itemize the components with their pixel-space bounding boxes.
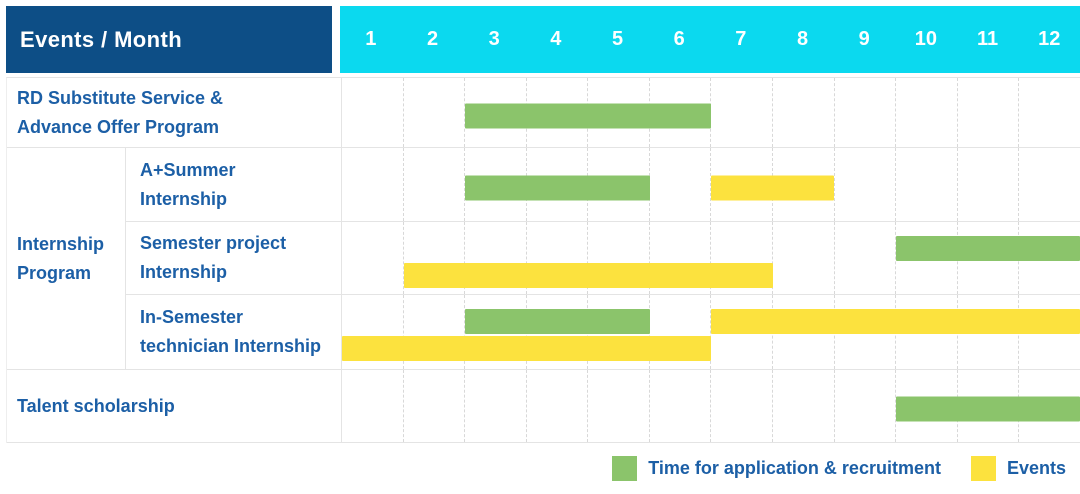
legend-item-event: Events: [970, 455, 1066, 481]
table-row: Talent scholarship: [7, 370, 1080, 443]
row-label-text: Semester project Internship: [140, 233, 287, 282]
group-label-text: Internship Program: [17, 233, 105, 283]
month-header-7: 7: [735, 28, 747, 50]
month-grid-column: [464, 222, 526, 294]
gantt-table: Events / Month 1 2 3 4 5 6 7 8 9 10 11 12 RD Substi…: [6, 6, 1080, 443]
month-grid-column: [402, 78, 465, 147]
row-label: Talent scholarship: [7, 370, 341, 443]
month-grid-column: [525, 222, 588, 294]
legend-item-application: Time for application & recruitment: [612, 455, 941, 481]
row-label-text: In-Semester technician Internship: [140, 307, 322, 356]
month-grid-column: [710, 222, 772, 294]
month-grid-column: [1018, 78, 1080, 147]
row-label-text: A+Summer Internship: [140, 159, 236, 209]
month-grid-column: [956, 78, 1019, 147]
month-grid-column: [710, 148, 772, 221]
month-header-10: 10: [914, 28, 937, 50]
month-grid-column: [587, 370, 649, 442]
month-grid-column: [587, 222, 649, 294]
legend: Time for application & recruitment Events: [612, 453, 1066, 483]
month-header-strip: 1 2 3 4 5 6 7 8 9 10 11 12: [340, 6, 1080, 73]
month-grid-column: [895, 148, 957, 221]
application-recruitment-bar: [465, 175, 650, 200]
row-label-text: RD Substitute Service & Advance Offer Pro…: [17, 87, 224, 137]
month-grid-column: [464, 295, 526, 369]
month-header-8: 8: [796, 28, 809, 50]
month-grid-column: [895, 78, 957, 147]
table-row: Semester project Internship: [7, 222, 1080, 295]
event-bar: [711, 309, 1080, 334]
month-grid-column: [402, 222, 465, 294]
month-header-1: 1: [365, 28, 377, 50]
month-grid-column: [956, 148, 1019, 221]
month-gridlines: [342, 78, 1080, 147]
legend-label: Time for application & recruitment: [648, 457, 941, 478]
month-grid-column: [648, 222, 711, 294]
event-swatch-icon: [970, 455, 996, 481]
month-grid-column: [342, 78, 403, 147]
legend-label: Events: [1006, 457, 1066, 478]
events-month-header-cell: Events / Month: [6, 6, 332, 73]
event-bar: [711, 175, 834, 200]
table-row: A+Summer Internship: [7, 148, 1080, 222]
table-body: RD Substitute Service & Advance Offer Pro…: [6, 77, 1080, 443]
application-recruitment-bar: [465, 309, 650, 334]
month-grid-column: [464, 78, 526, 147]
row-timeline: [341, 148, 1080, 222]
application-recruitment-bar: [895, 236, 1080, 261]
month-grid-column: [833, 78, 896, 147]
month-grid-column: [1018, 148, 1080, 221]
row-timeline: [341, 78, 1080, 148]
month-grid-column: [833, 148, 896, 221]
row-label: In-Semester technician Internship: [125, 295, 341, 370]
month-header-11: 11: [976, 28, 999, 50]
event-bar: [342, 336, 711, 361]
table-row: In-Semester technician Internship: [7, 295, 1080, 370]
month-grid-column: [402, 370, 465, 442]
month-header-5: 5: [611, 28, 624, 50]
row-label: Semester project Internship: [125, 222, 341, 295]
month-grid-column: [772, 78, 834, 147]
row-timeline: [341, 295, 1080, 370]
month-header-4: 4: [550, 28, 562, 50]
month-grid-column: [342, 370, 403, 442]
month-grid-column: [833, 222, 896, 294]
application-swatch-icon: [612, 455, 638, 481]
month-grid-column: [710, 370, 772, 442]
month-header-3: 3: [488, 28, 500, 50]
month-header-9: 9: [858, 28, 870, 50]
table-row: RD Substitute Service & Advance Offer Pro…: [7, 78, 1080, 148]
application-recruitment-bar: [465, 103, 711, 128]
month-grid-column: [402, 295, 465, 369]
month-grid-column: [342, 222, 403, 294]
row-timeline: [341, 222, 1080, 295]
month-grid-column: [648, 148, 711, 221]
row-label: RD Substitute Service & Advance Offer Pro…: [7, 78, 341, 148]
month-grid-column: [648, 370, 711, 442]
month-grid-column: [464, 148, 526, 221]
month-header-6: 6: [673, 28, 685, 50]
row-label: A+Summer Internship: [125, 148, 341, 222]
month-grid-column: [402, 148, 465, 221]
month-grid-column: [772, 222, 834, 294]
row-timeline: [341, 370, 1080, 443]
month-grid-column: [833, 370, 896, 442]
table-header-row: Events / Month 1 2 3 4 5 6 7 8 9 10 11 12: [6, 6, 1080, 73]
month-grid-column: [710, 78, 772, 147]
month-grid-column: [342, 148, 403, 221]
group-label-internship-program: Internship Program: [7, 148, 125, 370]
event-bar: [403, 263, 773, 288]
row-label-text: Talent scholarship: [17, 395, 175, 416]
month-grid-column: [710, 295, 772, 369]
application-recruitment-bar: [895, 396, 1080, 422]
month-grid-column: [464, 370, 526, 442]
header-divider-gap: [332, 6, 340, 73]
month-grid-column: [525, 370, 588, 442]
month-grid-column: [772, 370, 834, 442]
month-header-2: 2: [426, 28, 439, 50]
month-header-12: 12: [1038, 28, 1061, 50]
